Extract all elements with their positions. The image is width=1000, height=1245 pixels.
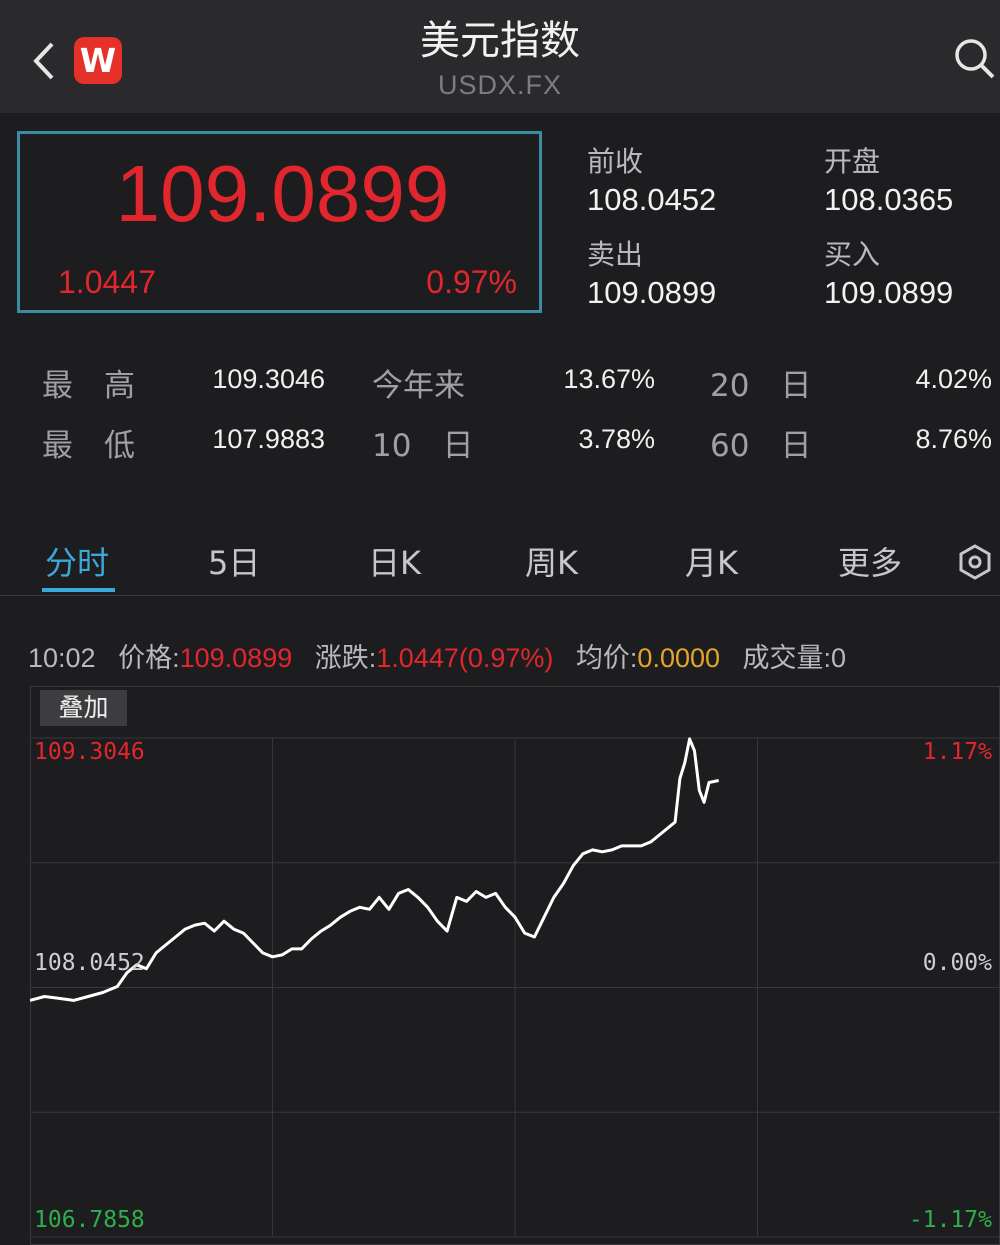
y-axis-right-top: 1.17% (922, 739, 992, 765)
info-avg-label: 均价: (575, 643, 638, 673)
low-value: 107.9883 (212, 424, 325, 454)
active-tab-indicator (42, 588, 115, 592)
w-logo-icon[interactable]: W (74, 37, 122, 84)
overlay-button[interactable]: 叠加 (40, 690, 127, 726)
ytd-label: 今年来 (372, 368, 465, 404)
d10-label: 10 日 (372, 428, 474, 464)
high-value: 109.3046 (212, 364, 325, 394)
intraday-chart[interactable] (30, 686, 1000, 1245)
y-axis-left-bottom: 106.7858 (34, 1207, 145, 1233)
current-price-box: 109.0899 1.0447 0.97% (17, 131, 542, 313)
chart-period-tabs: 分时 5日 日K 周K 月K 更多 (0, 530, 1000, 596)
price-change-percent: 0.97% (426, 264, 517, 300)
tab-weekly-k[interactable]: 周K (525, 544, 578, 582)
y-axis-right-bottom: -1.17% (908, 1207, 992, 1233)
info-price: 109.0899 (179, 643, 293, 673)
low-label: 最 低 (42, 428, 135, 464)
symbol-code: USDX.FX (437, 70, 563, 100)
buy-label: 买入 (824, 238, 881, 271)
tab-more[interactable]: 更多 (838, 544, 903, 582)
search-icon[interactable] (952, 36, 996, 80)
y-axis-right-mid: 0.00% (922, 950, 992, 976)
current-price: 109.0899 (115, 149, 450, 238)
open-label: 开盘 (824, 145, 881, 178)
sell-value: 109.0899 (587, 275, 717, 310)
info-avg: 0.0000 (637, 643, 721, 673)
ytd-value: 13.67% (563, 364, 655, 394)
top-nav-bar: W 美元指数 USDX.FX (0, 0, 1000, 113)
d20-value: 4.02% (915, 364, 992, 394)
price-series-line (30, 737, 720, 1002)
d10-value: 3.78% (578, 424, 655, 454)
info-change: 1.0447(0.97%) (376, 643, 554, 673)
tab-daily-k[interactable]: 日K (368, 544, 421, 582)
d60-label: 60 日 (710, 428, 812, 464)
tab-5day[interactable]: 5日 (208, 544, 261, 582)
prev-close-value: 108.0452 (587, 182, 717, 217)
open-value: 108.0365 (824, 182, 954, 217)
info-change-label: 涨跌: (314, 643, 377, 673)
d20-label: 20 日 (710, 368, 812, 404)
back-chevron-icon[interactable] (26, 36, 66, 86)
y-axis-left-top: 109.3046 (34, 739, 145, 765)
settings-hexagon-icon[interactable] (955, 542, 995, 582)
info-volume-label: 成交量: (742, 643, 832, 673)
prev-close-label: 前收 (587, 145, 644, 178)
d60-value: 8.76% (915, 424, 992, 454)
info-time: 10:02 (28, 643, 96, 673)
sell-label: 卖出 (587, 238, 644, 271)
tab-monthly-k[interactable]: 月K (685, 544, 738, 582)
y-axis-left-mid: 108.0452 (34, 950, 145, 976)
info-price-label: 价格: (118, 643, 180, 673)
page-title: 美元指数 (420, 18, 580, 64)
tab-intraday[interactable]: 分时 (45, 544, 110, 582)
info-volume: 0 (831, 643, 847, 673)
high-label: 最 高 (42, 368, 135, 404)
crosshair-info-line: 10:02 价格:109.0899 涨跌:1.0447(0.97%) 均价:0.… (28, 636, 846, 675)
price-change: 1.0447 (58, 264, 156, 300)
buy-value: 109.0899 (824, 275, 954, 310)
